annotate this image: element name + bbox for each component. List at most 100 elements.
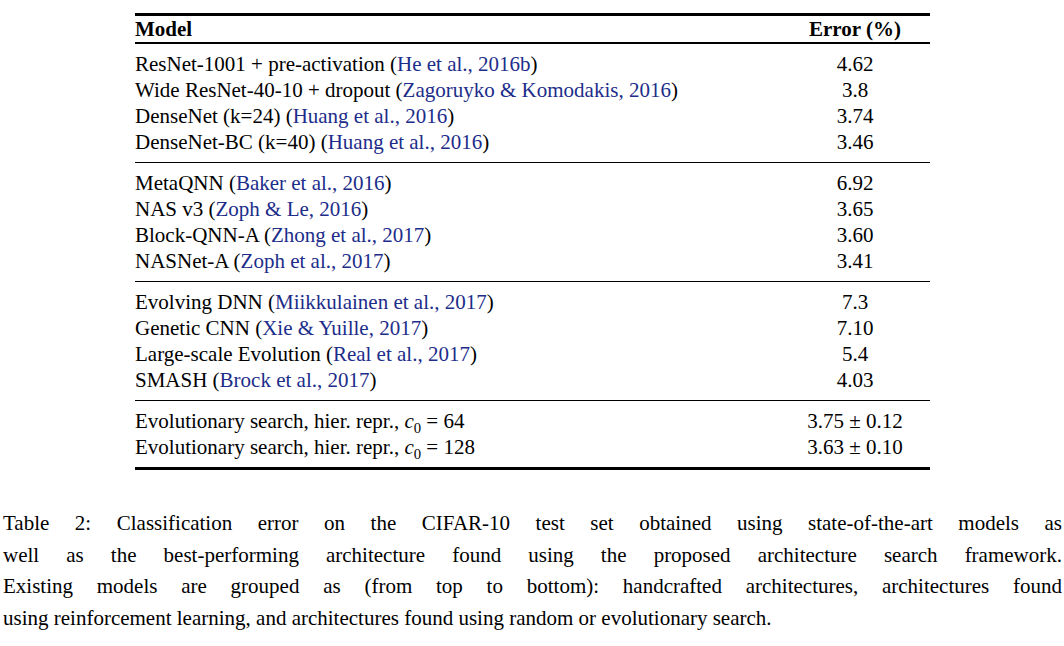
model-cell: Evolutionary search, hier. repr., c0 = 6… (135, 401, 780, 435)
citation-link[interactable]: Brock et al., 2017 (220, 368, 370, 392)
citation-link[interactable]: Miikkulainen et al., 2017 (275, 290, 487, 314)
math-variable: c (404, 409, 413, 433)
model-cell: Large-scale Evolution (Real et al., 2017… (135, 341, 780, 367)
error-cell: 3.60 (780, 222, 930, 248)
model-name-text: ) (383, 249, 390, 273)
model-cell: DenseNet-BC (k=40) (Huang et al., 2016) (135, 129, 780, 163)
error-cell: 5.4 (780, 341, 930, 367)
citation-link[interactable]: Zagoruyko & Komodakis, 2016 (403, 78, 671, 102)
model-name-text: Wide ResNet-40-10 + dropout ( (135, 78, 403, 102)
table-row: SMASH (Brock et al., 2017)4.03 (135, 367, 930, 401)
model-name-text: Evolutionary search, hier. repr., (135, 409, 404, 433)
citation-link[interactable]: Huang et al., 2016 (293, 104, 448, 128)
error-cell: 3.74 (780, 103, 930, 129)
model-name-text: Block-QNN-A ( (135, 223, 271, 247)
error-cell: 7.3 (780, 282, 930, 316)
table-row: Evolutionary search, hier. repr., c0 = 1… (135, 434, 930, 469)
table-header: Model Error (%) (135, 15, 930, 44)
citation-link[interactable]: Zhong et al., 2017 (271, 223, 424, 247)
model-name-text: SMASH ( (135, 368, 220, 392)
model-name-text: Evolving DNN ( (135, 290, 275, 314)
caption-line: well as the best-performing architecture… (3, 540, 1062, 572)
model-cell: Genetic CNN (Xie & Yuille, 2017) (135, 315, 780, 341)
model-name-text: ) (424, 223, 431, 247)
model-name-text: ) (361, 197, 368, 221)
error-cell: 3.75 ± 0.12 (780, 401, 930, 435)
table-caption: Table 2: Classification error on the CIF… (3, 508, 1062, 634)
header-row: Model Error (%) (135, 15, 930, 44)
model-cell: MetaQNN (Baker et al., 2016) (135, 163, 780, 197)
model-name-text: ResNet-1001 + pre-activation ( (135, 52, 397, 76)
model-name-text: MetaQNN ( (135, 171, 236, 195)
error-cell: 3.63 ± 0.10 (780, 434, 930, 469)
table-row: ResNet-1001 + pre-activation (He et al.,… (135, 43, 930, 77)
error-cell: 3.8 (780, 77, 930, 103)
table-group-handcrafted: ResNet-1001 + pre-activation (He et al.,… (135, 43, 930, 163)
table-row: Block-QNN-A (Zhong et al., 2017)3.60 (135, 222, 930, 248)
column-header-error: Error (%) (780, 15, 930, 44)
caption-line: Table 2: Classification error on the CIF… (3, 508, 1062, 540)
error-cell: 6.92 (780, 163, 930, 197)
citation-link[interactable]: Real et al., 2017 (333, 342, 470, 366)
model-name-text: ) (482, 130, 489, 154)
table-row: Evolutionary search, hier. repr., c0 = 6… (135, 401, 930, 435)
model-name-text: ) (385, 171, 392, 195)
model-name-text: ) (671, 78, 678, 102)
table-row: NAS v3 (Zoph & Le, 2016)3.65 (135, 196, 930, 222)
model-cell: NASNet-A (Zoph et al., 2017) (135, 248, 780, 282)
model-name-text: NAS v3 ( (135, 197, 216, 221)
table-row: NASNet-A (Zoph et al., 2017)3.41 (135, 248, 930, 282)
model-cell: NAS v3 (Zoph & Le, 2016) (135, 196, 780, 222)
model-name-text: ) (487, 290, 494, 314)
table-group-reinforcement-learning: MetaQNN (Baker et al., 2016)6.92NAS v3 (… (135, 163, 930, 282)
model-cell: ResNet-1001 + pre-activation (He et al.,… (135, 43, 780, 77)
model-cell: Evolving DNN (Miikkulainen et al., 2017) (135, 282, 780, 316)
model-name-text: = 128 (421, 435, 475, 459)
error-cell: 3.41 (780, 248, 930, 282)
table-row: Evolving DNN (Miikkulainen et al., 2017)… (135, 282, 930, 316)
model-cell: DenseNet (k=24) (Huang et al., 2016) (135, 103, 780, 129)
model-name-text: Evolutionary search, hier. repr., (135, 435, 404, 459)
column-header-model: Model (135, 15, 780, 44)
model-name-text: Large-scale Evolution ( (135, 342, 333, 366)
error-cell: 4.03 (780, 367, 930, 401)
model-name-text: Genetic CNN ( (135, 316, 262, 340)
citation-link[interactable]: Zoph et al., 2017 (241, 249, 384, 273)
table-row: DenseNet-BC (k=40) (Huang et al., 2016)3… (135, 129, 930, 163)
error-cell: 4.62 (780, 43, 930, 77)
model-name-text: DenseNet (k=24) ( (135, 104, 293, 128)
model-name-text: ) (370, 368, 377, 392)
error-cell: 3.65 (780, 196, 930, 222)
math-subscript: 0 (414, 446, 421, 462)
table-row: MetaQNN (Baker et al., 2016)6.92 (135, 163, 930, 197)
citation-link[interactable]: He et al., 2016b (397, 52, 531, 76)
model-name-text: DenseNet-BC (k=40) ( (135, 130, 328, 154)
table-group-random-evolutionary: Evolving DNN (Miikkulainen et al., 2017)… (135, 282, 930, 401)
error-cell: 7.10 (780, 315, 930, 341)
model-cell: Block-QNN-A (Zhong et al., 2017) (135, 222, 780, 248)
paper-page: Model Error (%) ResNet-1001 + pre-activa… (0, 13, 1064, 646)
model-cell: Evolutionary search, hier. repr., c0 = 1… (135, 434, 780, 469)
error-cell: 3.46 (780, 129, 930, 163)
model-cell: Wide ResNet-40-10 + dropout (Zagoruyko &… (135, 77, 780, 103)
model-cell: SMASH (Brock et al., 2017) (135, 367, 780, 401)
model-name-text: ) (421, 316, 428, 340)
model-name-text: ) (470, 342, 477, 366)
results-table-wrap: Model Error (%) ResNet-1001 + pre-activa… (135, 13, 930, 470)
citation-link[interactable]: Xie & Yuille, 2017 (262, 316, 421, 340)
model-name-text: ) (447, 104, 454, 128)
table-group-ours: Evolutionary search, hier. repr., c0 = 6… (135, 401, 930, 469)
model-name-text: NASNet-A ( (135, 249, 241, 273)
caption-line: using reinforcement learning, and archit… (3, 603, 1062, 635)
table-row: Wide ResNet-40-10 + dropout (Zagoruyko &… (135, 77, 930, 103)
citation-link[interactable]: Zoph & Le, 2016 (216, 197, 362, 221)
table-row: Genetic CNN (Xie & Yuille, 2017)7.10 (135, 315, 930, 341)
caption-line: Existing models are grouped as (from top… (3, 571, 1062, 603)
model-name-text: = 64 (421, 409, 464, 433)
citation-link[interactable]: Huang et al., 2016 (328, 130, 483, 154)
citation-link[interactable]: Baker et al., 2016 (236, 171, 385, 195)
table-row: DenseNet (k=24) (Huang et al., 2016)3.74 (135, 103, 930, 129)
table-row: Large-scale Evolution (Real et al., 2017… (135, 341, 930, 367)
results-table: Model Error (%) ResNet-1001 + pre-activa… (135, 13, 930, 470)
model-name-text: ) (531, 52, 538, 76)
